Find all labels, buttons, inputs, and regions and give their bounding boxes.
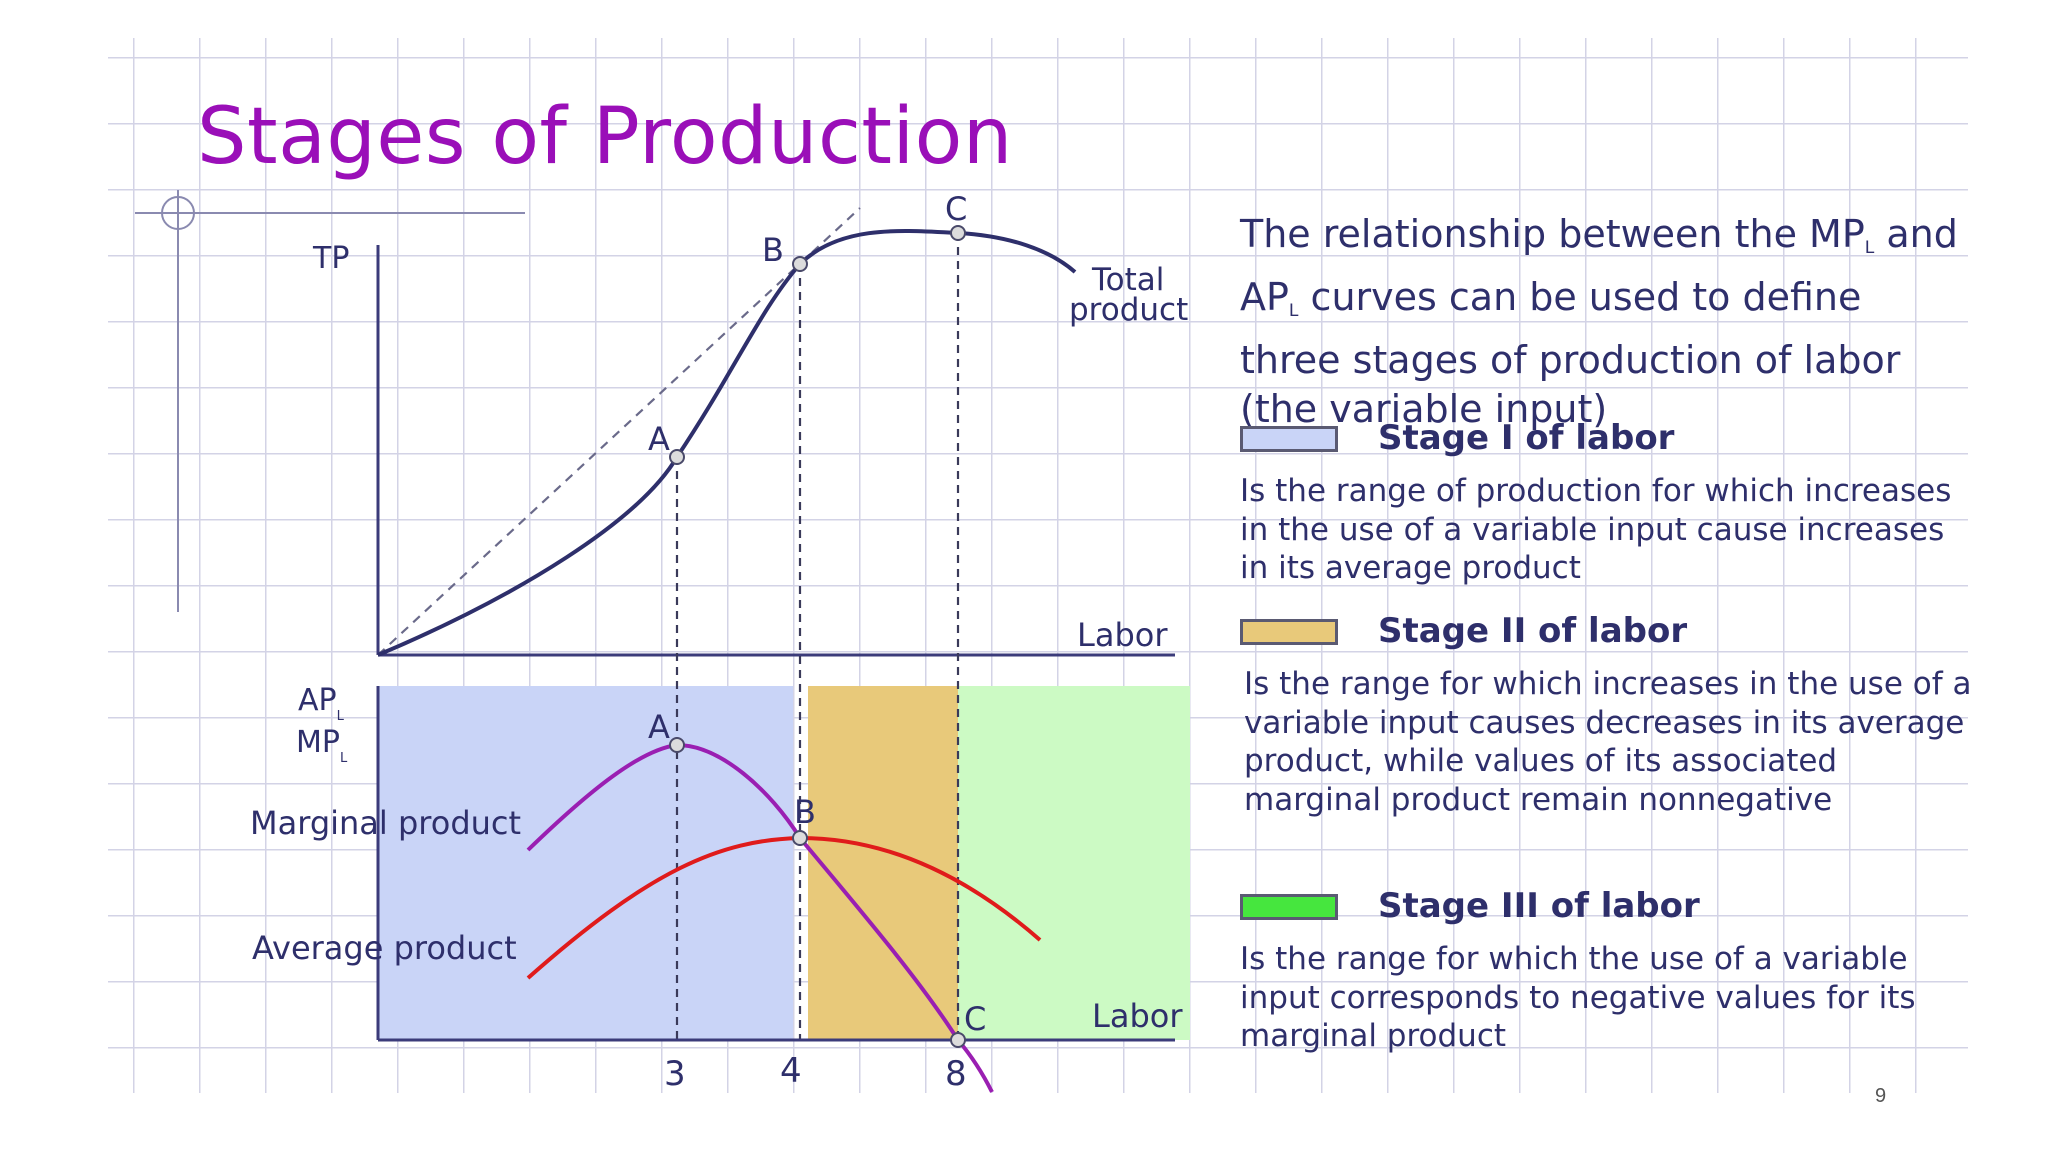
x-tick-3: 3 <box>664 1054 686 1094</box>
tp-axis-label: TP <box>312 241 349 276</box>
stage1-swatch <box>1240 426 1338 452</box>
stage3-region <box>958 686 1190 1040</box>
point-c-top <box>950 225 966 241</box>
ap-axis-label: APL <box>298 683 345 724</box>
stage3-description: Is the range for which the use of a vari… <box>1240 941 1916 1054</box>
stage1-heading: Stage I of labor <box>1240 418 1960 462</box>
top-graph-points <box>669 225 966 465</box>
slide-title: Stages of Production <box>197 92 1013 182</box>
average-product-label: Average product <box>252 929 517 967</box>
top-labor-label: Labor <box>1077 616 1168 654</box>
point-b-top-label: B <box>762 231 784 269</box>
vertical-guides <box>675 233 960 1040</box>
stage2-heading: Stage II of labor <box>1240 611 1960 655</box>
total-product-label-line1: Total <box>1091 262 1164 298</box>
mp-axis-label: MPL <box>296 725 348 766</box>
bottom-graph-points <box>669 737 966 1048</box>
point-b-top <box>792 256 808 272</box>
bottom-graph-axes <box>376 686 1175 1042</box>
point-c-bottom-label: C <box>964 1000 986 1038</box>
point-a-top <box>669 449 685 465</box>
top-graph-axes <box>376 245 1175 657</box>
stage2-swatch <box>1240 619 1338 645</box>
stage2-description: Is the range for which increases in the … <box>1244 666 1972 818</box>
point-b-bottom-label: B <box>794 793 816 831</box>
page-number: 9 <box>1875 1085 1887 1107</box>
stage1-description: Is the range of production for which inc… <box>1240 473 1952 586</box>
point-c-top-label: C <box>945 190 967 228</box>
intro-text: The relationship between the MPL and APL… <box>1240 212 1958 431</box>
x-tick-4: 4 <box>780 1051 802 1091</box>
stage2-region <box>808 686 958 1040</box>
x-tick-8: 8 <box>945 1054 967 1094</box>
stage1-title: Stage I of labor <box>1378 418 1675 458</box>
point-b-bottom <box>792 830 808 846</box>
total-product-label-line2: product <box>1069 292 1188 328</box>
point-a-top-label: A <box>648 420 670 458</box>
crosshair-decoration <box>135 190 525 612</box>
stage3-heading: Stage III of labor <box>1240 886 1960 930</box>
stage3-swatch <box>1240 894 1338 920</box>
stage3-title: Stage III of labor <box>1378 886 1700 926</box>
total-product-curve <box>377 229 1077 657</box>
point-c-bottom <box>950 1032 966 1048</box>
marginal-product-label: Marginal product <box>250 804 521 842</box>
point-a-bottom <box>669 737 685 753</box>
stage1-region <box>378 686 793 1040</box>
stage2-title: Stage II of labor <box>1378 611 1688 651</box>
point-a-bottom-label: A <box>648 708 670 746</box>
tangent-ray-line <box>377 207 861 656</box>
bottom-labor-label: Labor <box>1092 997 1183 1035</box>
